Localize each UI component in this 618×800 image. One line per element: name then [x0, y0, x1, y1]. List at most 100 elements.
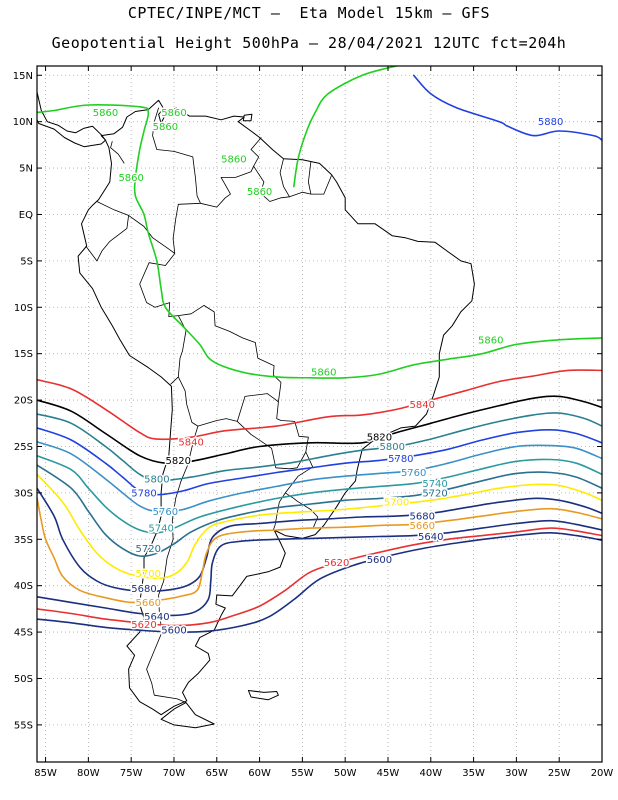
country-border	[152, 107, 201, 204]
lon-tick-label: 65W	[205, 768, 228, 779]
contour-5680	[37, 487, 602, 593]
contour-5700	[37, 473, 602, 580]
map-frame	[36, 65, 603, 763]
map-gridlines	[37, 66, 603, 762]
lon-tick-label: 25W	[548, 768, 571, 779]
country-borders	[85, 107, 332, 703]
contour-label-5720: 5720	[136, 544, 161, 555]
contour-5740	[37, 455, 602, 534]
contour-label-5860: 5860	[478, 335, 503, 346]
lon-tick-label: 55W	[291, 768, 314, 779]
map-title-line1: CPTEC/INPE/MCT – Eta Model 15km – GFS	[127, 4, 491, 22]
country-border	[85, 201, 129, 262]
contour-label-5800: 5800	[144, 474, 169, 485]
lon-tick-label: 80W	[77, 768, 100, 779]
contour-5640	[37, 519, 602, 617]
lat-tick-label: 30S	[14, 488, 33, 499]
lon-tick-label: 70W	[163, 768, 186, 779]
country-border	[197, 393, 279, 427]
contour-label-5860: 5860	[221, 154, 246, 165]
contour-label-5840: 5840	[410, 400, 435, 411]
contour-label-5600: 5600	[367, 555, 392, 566]
country-border	[237, 421, 307, 470]
contour-label-5860: 5860	[311, 368, 336, 379]
lat-tick-label: 5N	[19, 164, 33, 175]
lat-tick-label: 15N	[13, 71, 33, 82]
contour-5760	[37, 441, 602, 513]
country-border	[177, 376, 199, 427]
lon-tick-label: 35W	[462, 768, 485, 779]
lon-tick-label: 50W	[334, 768, 357, 779]
coastline-trinidad	[242, 113, 253, 122]
contour-label-5860: 5860	[118, 173, 143, 184]
contour-label-5700: 5700	[136, 569, 161, 580]
lat-tick-label: EQ	[19, 210, 33, 221]
country-border	[253, 158, 290, 202]
contour-label-5600: 5600	[161, 626, 186, 637]
contour-label-5700: 5700	[384, 498, 409, 509]
contour-label-5800: 5800	[380, 442, 405, 453]
country-border	[128, 215, 176, 254]
contour-label-5620: 5620	[131, 620, 156, 631]
contour-5820	[37, 395, 602, 465]
contour-5660	[37, 496, 602, 604]
contour-label-5740: 5740	[422, 479, 447, 490]
country-border	[146, 425, 199, 703]
lat-tick-label: 20S	[14, 396, 33, 407]
contour-labels: 5880 5860 5860 5860 5860 5860 5860 5860 5860 5840…	[91, 106, 565, 638]
contour-5620	[37, 527, 602, 627]
contour-label-5860: 5860	[153, 122, 178, 133]
map-title-line2: Geopotential Height 500hPa – 28/04/2021 …	[51, 34, 567, 52]
lat-tick-label: 10S	[14, 303, 33, 314]
lon-tick-label: 75W	[120, 768, 143, 779]
country-border	[110, 141, 125, 164]
contour-5600	[37, 531, 602, 633]
lon-tick-label: 85W	[34, 768, 57, 779]
country-border	[276, 382, 309, 453]
contour-5780	[37, 427, 602, 496]
lat-tick-label: 40S	[14, 581, 33, 592]
contour-5880	[412, 74, 602, 141]
coastline-south-america	[77, 99, 475, 716]
lon-tick-label: 30W	[505, 768, 528, 779]
contour-label-5660: 5660	[136, 598, 161, 609]
country-border	[178, 305, 282, 383]
country-border	[289, 161, 312, 198]
contour-label-5880: 5880	[538, 117, 563, 128]
contour-label-5780: 5780	[388, 454, 413, 465]
coastline-tierra-del-fuego	[160, 702, 215, 729]
country-border	[284, 451, 319, 528]
contour-label-5860: 5860	[93, 108, 118, 119]
contour-label-5640: 5640	[144, 612, 169, 623]
contour-label-5660: 5660	[410, 521, 435, 532]
contour-label-5860: 5860	[247, 187, 272, 198]
lon-tick-label: 60W	[248, 768, 271, 779]
axis-ticks: 15N 10N 5N EQ 5S 10S 15S 20S 25S 30S 35S 40S 45S 50S 5…	[13, 66, 614, 779]
lat-tick-label: 55S	[14, 720, 33, 731]
contour-5800	[37, 412, 602, 482]
lat-tick-label: 15S	[14, 349, 33, 360]
lat-tick-label: 35S	[14, 535, 33, 546]
lat-tick-label: 25S	[14, 442, 33, 453]
contour-label-5620: 5620	[324, 558, 349, 569]
contour-label-5760: 5760	[153, 507, 178, 518]
contour-5720	[37, 464, 602, 557]
contour-label-5680: 5680	[131, 584, 156, 595]
lon-tick-label: 20W	[591, 768, 614, 779]
contour-label-5820: 5820	[367, 433, 392, 444]
contour-5860	[37, 104, 602, 379]
contour-label-5780: 5780	[131, 488, 156, 499]
contour-label-5720: 5720	[422, 488, 447, 499]
contour-5860	[293, 66, 398, 188]
contour-label-5840: 5840	[178, 437, 203, 448]
country-border	[310, 175, 332, 195]
contour-label-5760: 5760	[401, 468, 426, 479]
contour-label-5680: 5680	[410, 512, 435, 523]
lat-tick-label: 50S	[14, 674, 33, 685]
contour-label-5860: 5860	[161, 108, 186, 119]
lat-tick-label: 45S	[14, 628, 33, 639]
lon-tick-label: 40W	[419, 768, 442, 779]
lat-tick-label: 10N	[13, 117, 33, 128]
lat-tick-label: 5S	[20, 256, 33, 267]
